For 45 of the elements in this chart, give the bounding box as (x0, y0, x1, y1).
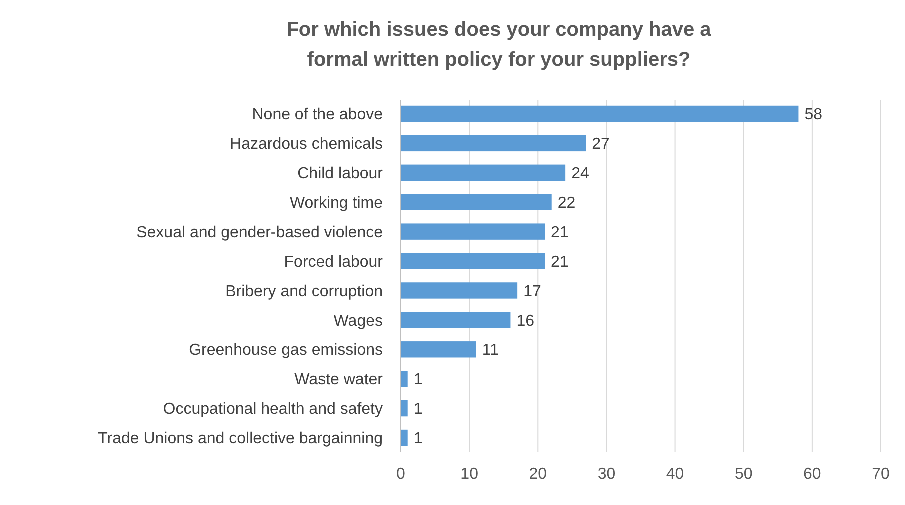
bar (401, 164, 566, 182)
x-tick-label: 70 (872, 466, 890, 483)
bar (401, 253, 545, 270)
bar (401, 370, 408, 388)
data-label: 27 (592, 136, 610, 154)
bar (401, 106, 799, 122)
x-tick-label: 0 (396, 466, 406, 483)
bar (401, 342, 476, 358)
x-tick-label: 60 (804, 466, 822, 483)
x-tick-label: 50 (734, 466, 753, 483)
y-tick-label: Greenhouse gas emissions (189, 342, 383, 360)
bar (401, 135, 586, 152)
x-tick-label: 10 (460, 466, 479, 483)
bar (401, 430, 408, 446)
x-tick-label: 20 (529, 466, 548, 483)
data-label: 11 (482, 342, 500, 360)
y-tick-label: None of the above (252, 106, 384, 124)
y-tick-label: Occupational health and safety (163, 401, 383, 418)
data-label: 22 (558, 194, 576, 212)
y-tick-label: Wages (334, 312, 383, 330)
y-tick-label: Child labour (298, 166, 384, 183)
bar (401, 224, 545, 240)
data-label: 21 (551, 224, 569, 242)
x-tick-label: 40 (666, 466, 684, 483)
bar (401, 194, 552, 210)
data-label: 16 (516, 312, 535, 330)
data-label: 1 (414, 430, 423, 448)
data-label: 17 (524, 283, 542, 300)
bar (401, 282, 518, 299)
data-label: 21 (551, 254, 569, 271)
y-tick-label: Working time (290, 194, 384, 212)
bar (401, 312, 511, 328)
x-tick-label: 30 (598, 466, 616, 483)
data-label: 1 (414, 372, 423, 389)
y-tick-label: Bribery and corruption (226, 283, 383, 300)
bar (401, 400, 408, 417)
y-tick-label: Hazardous chemicals (230, 136, 383, 154)
y-tick-label: Sexual and gender-based violence (136, 224, 384, 242)
chart-title: For which issues does your company have a formal written policy for your suppliers? (286, 19, 712, 71)
y-tick-label: Waste water (294, 372, 384, 389)
y-tick-label: Trade Unions and collective bargainning (98, 430, 383, 448)
y-tick-label: Forced labour (284, 254, 384, 271)
data-label: 1 (414, 401, 423, 418)
data-label: 24 (572, 166, 590, 183)
data-label: 58 (804, 106, 823, 124)
